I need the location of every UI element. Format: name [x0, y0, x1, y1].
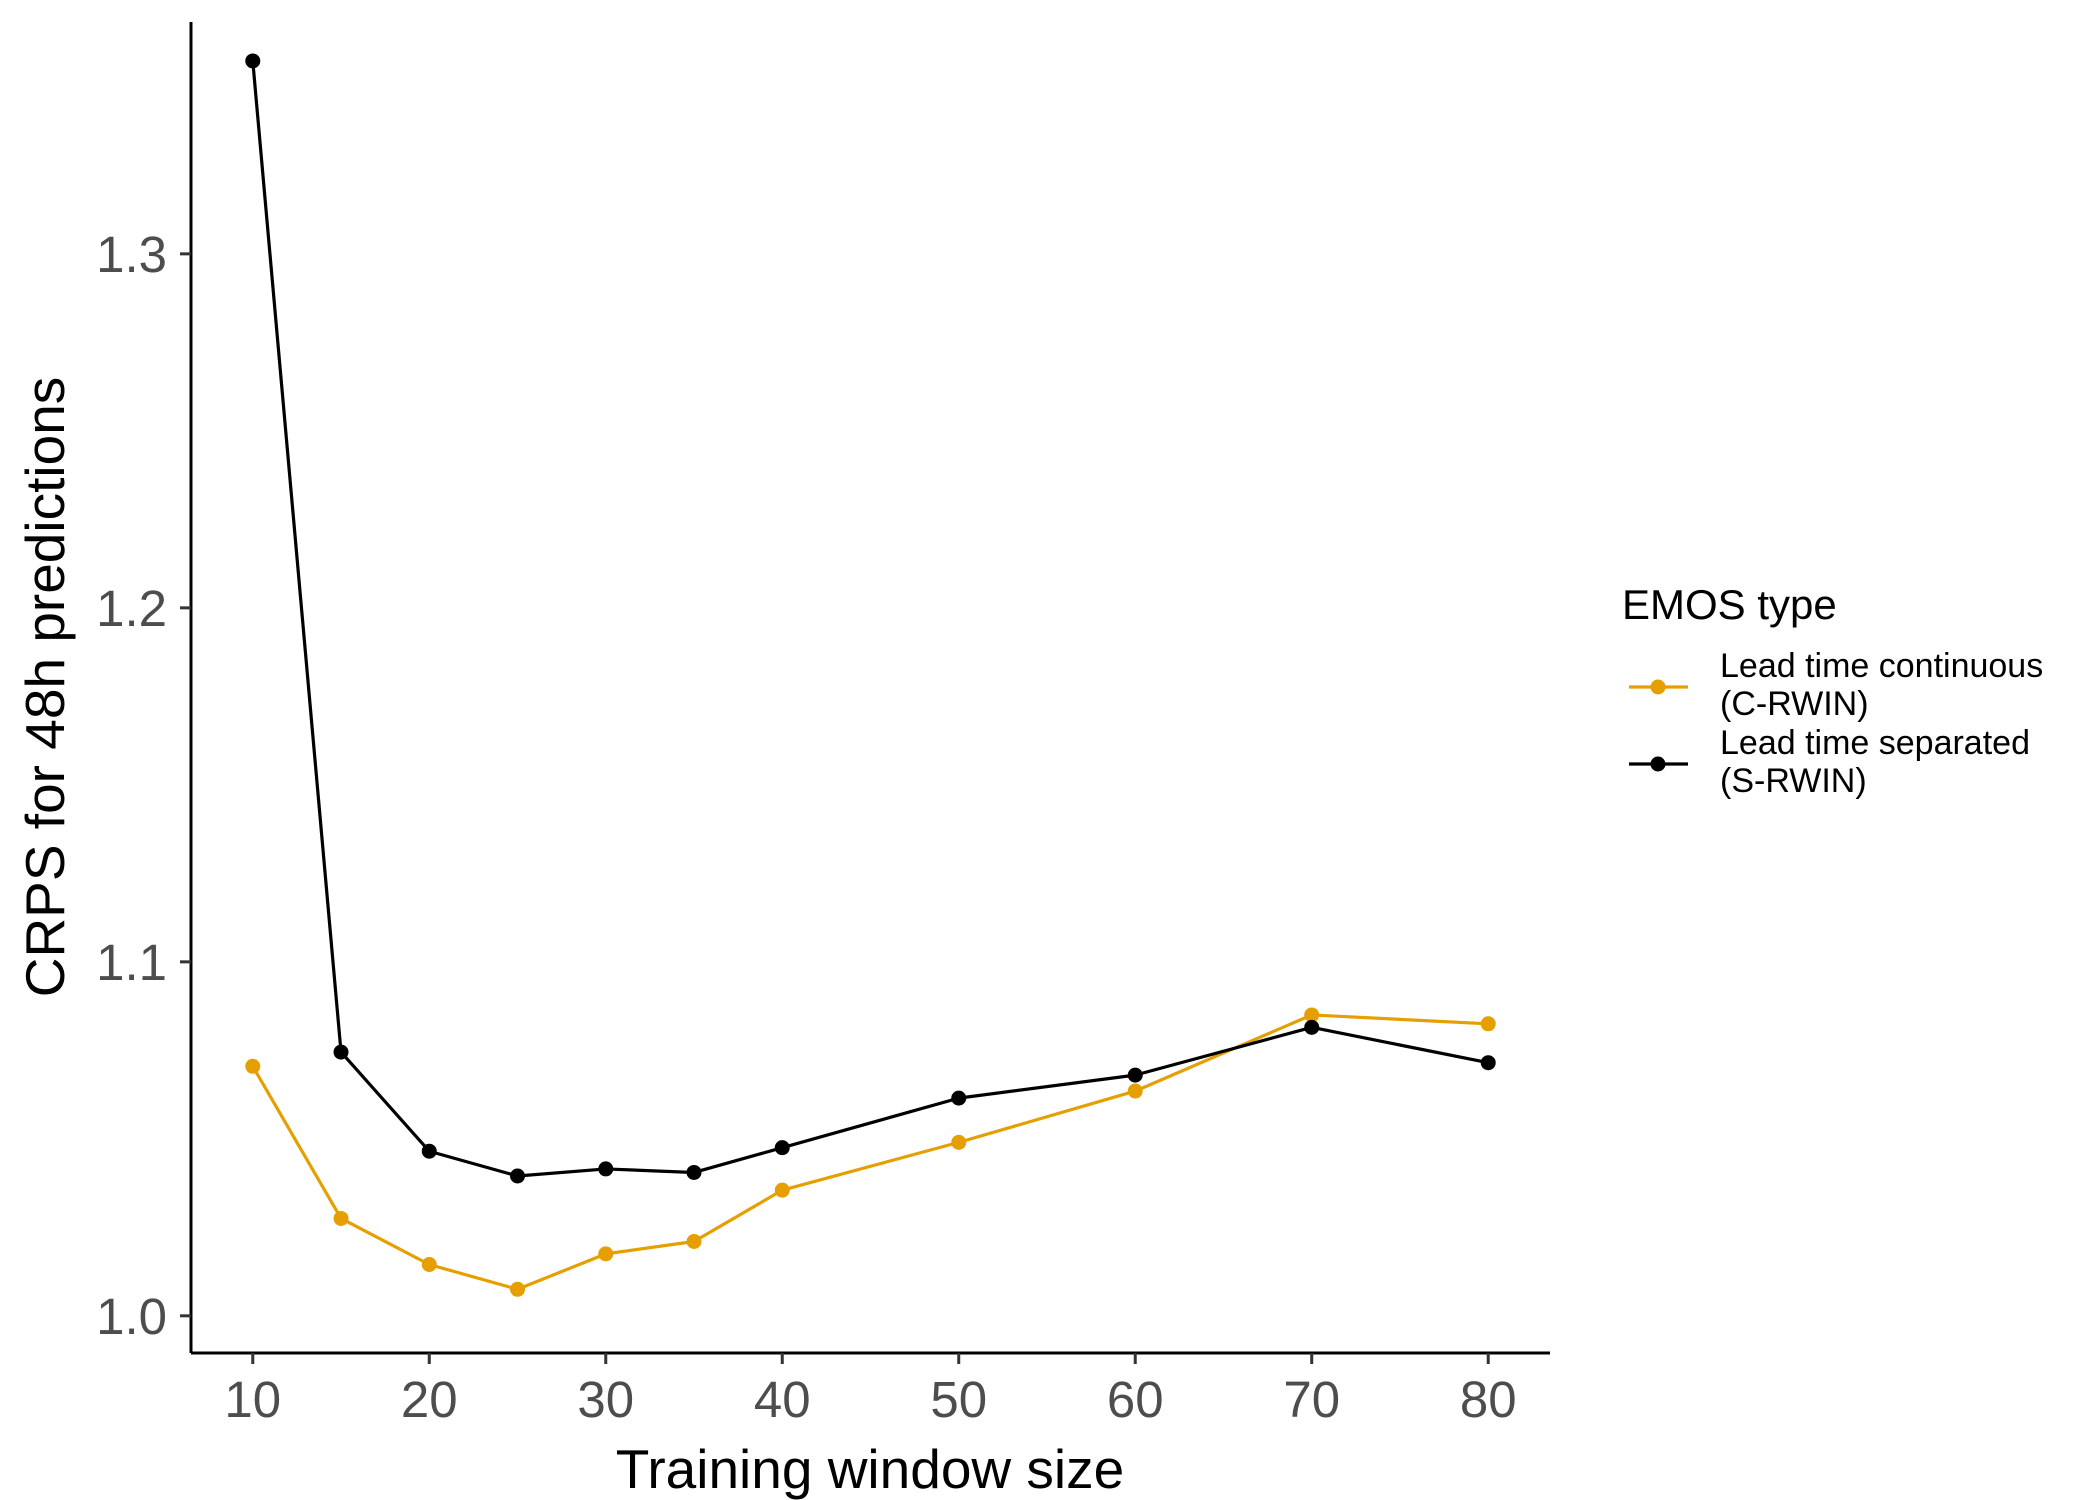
legend-title: EMOS type [1622, 581, 1837, 628]
data-point [1127, 1083, 1143, 1099]
legend-item: Lead time continuous(C-RWIN) [1629, 647, 2043, 723]
legend-label: (C-RWIN) [1720, 685, 1869, 723]
y-ticks: 1.0 1.1 1.2 1.3 [96, 226, 191, 1345]
data-point [774, 1182, 790, 1198]
data-point [1127, 1067, 1143, 1083]
data-point [686, 1233, 702, 1249]
data-point [951, 1134, 967, 1150]
y-axis-title: CRPS for 48h predictions [14, 377, 76, 998]
data-point [1480, 1016, 1496, 1032]
x-tick-label: 10 [224, 1371, 281, 1428]
data-point [1480, 1055, 1496, 1071]
plot-area [245, 53, 1496, 1297]
legend-key-point [1650, 679, 1666, 695]
data-point [774, 1140, 790, 1156]
data-point [951, 1090, 967, 1106]
legend-label: Lead time continuous [1720, 647, 2043, 685]
legend-item: Lead time separated(S-RWIN) [1629, 724, 2030, 800]
x-axis-title: Training window size [616, 1438, 1124, 1500]
legend-label: Lead time separated [1720, 724, 2030, 762]
legend: EMOS type Lead time continuous(C-RWIN)Le… [1622, 581, 2043, 800]
series-layer [245, 53, 1496, 1297]
data-point [686, 1164, 702, 1180]
y-tick-label: 1.1 [96, 934, 167, 991]
data-point [333, 1044, 349, 1060]
y-tick-label: 1.0 [96, 1288, 167, 1345]
x-tick-label: 70 [1283, 1371, 1340, 1428]
x-tick-label: 40 [754, 1371, 811, 1428]
x-tick-label: 80 [1460, 1371, 1517, 1428]
legend-items: Lead time continuous(C-RWIN)Lead time se… [1629, 647, 2043, 800]
data-point [598, 1161, 614, 1177]
x-tick-label: 50 [930, 1371, 987, 1428]
data-point [421, 1257, 437, 1273]
data-point [510, 1168, 526, 1184]
data-point [1304, 1019, 1320, 1035]
series-0 [245, 1007, 1496, 1297]
x-tick-label: 30 [577, 1371, 634, 1428]
legend-key-point [1650, 756, 1666, 772]
data-point [333, 1210, 349, 1226]
x-ticks: 10 20 30 40 50 60 70 80 [224, 1353, 1517, 1428]
series-1 [245, 53, 1496, 1184]
x-tick-label: 60 [1107, 1371, 1164, 1428]
data-point [510, 1281, 526, 1297]
y-tick-label: 1.3 [96, 226, 167, 283]
data-point [245, 1058, 261, 1074]
data-point [1304, 1007, 1320, 1023]
data-point [598, 1246, 614, 1262]
legend-label: (S-RWIN) [1720, 762, 1867, 800]
data-point [421, 1143, 437, 1159]
x-tick-label: 20 [401, 1371, 458, 1428]
data-point [245, 53, 261, 69]
y-tick-label: 1.2 [96, 580, 167, 637]
